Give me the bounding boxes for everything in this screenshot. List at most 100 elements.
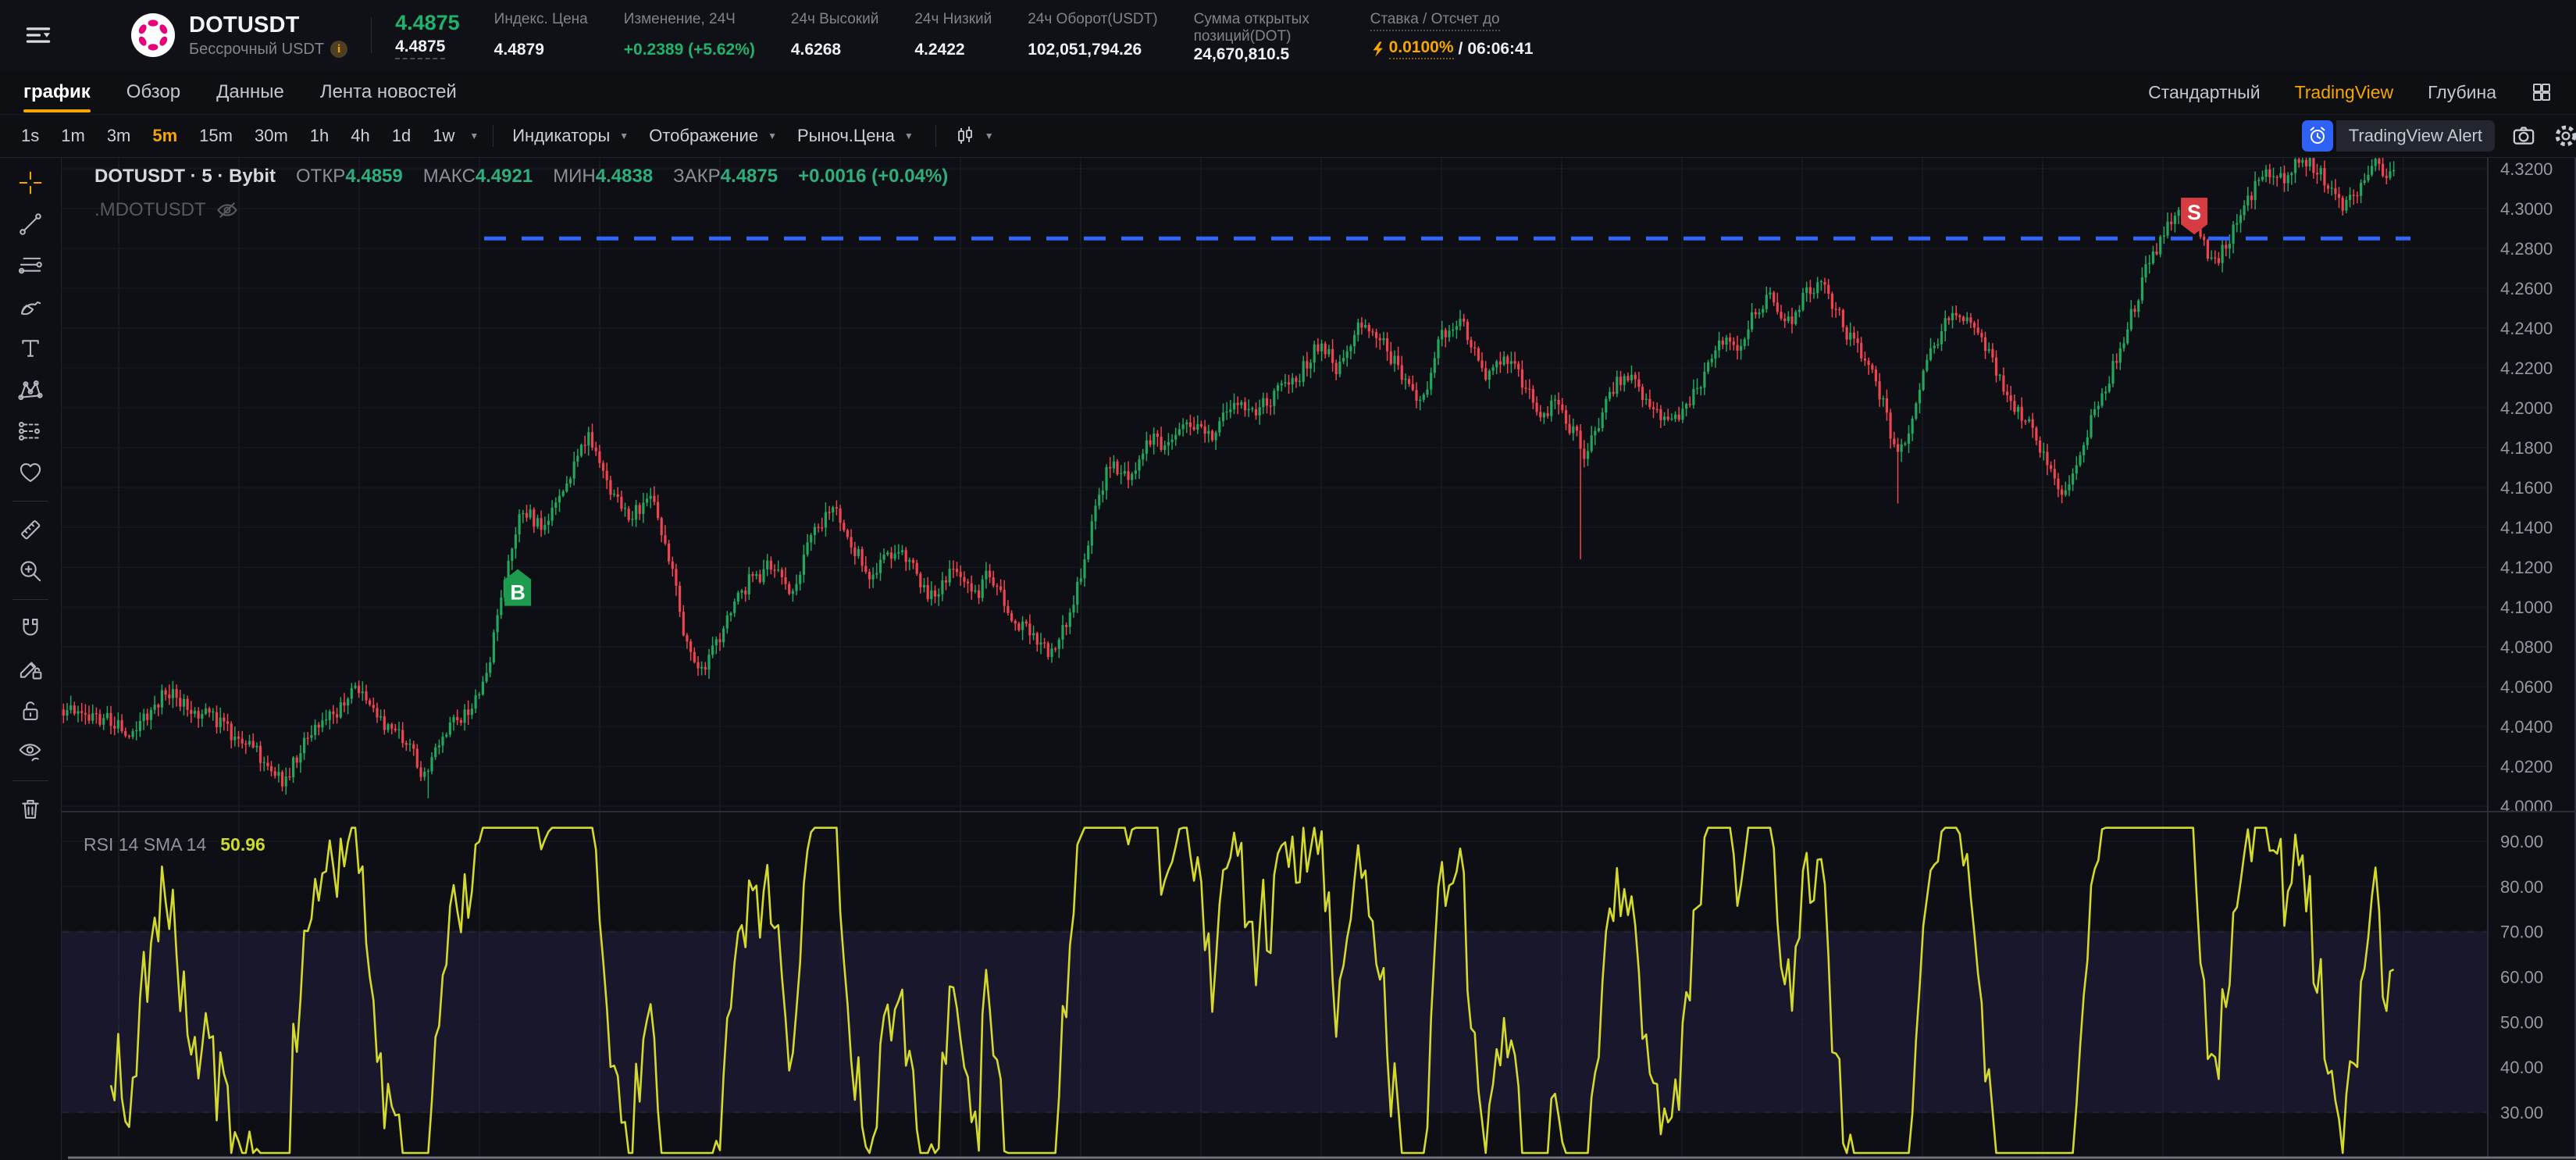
timeframe-30m[interactable]: 30m bbox=[244, 121, 298, 151]
svg-text:4.1600: 4.1600 bbox=[2500, 478, 2553, 498]
stat-open-interest: Сумма открытых позиций(DOT) 24,670,810.5 bbox=[1194, 11, 1334, 59]
chevron-down-icon: ▼ bbox=[985, 130, 994, 141]
info-icon[interactable]: i bbox=[330, 41, 347, 58]
timeframe-5m[interactable]: 5m bbox=[142, 121, 187, 151]
stat-high-24h: 24ч Высокий 4.6268 bbox=[791, 11, 878, 59]
svg-text:4.2200: 4.2200 bbox=[2500, 359, 2553, 378]
layout-grid-icon[interactable] bbox=[2531, 81, 2553, 103]
zoom-in-icon[interactable] bbox=[15, 555, 46, 587]
svg-text:4.0200: 4.0200 bbox=[2500, 757, 2553, 776]
svg-text:4.1400: 4.1400 bbox=[2500, 518, 2553, 537]
svg-text:4.3200: 4.3200 bbox=[2500, 159, 2553, 179]
crosshair-icon[interactable] bbox=[15, 167, 46, 198]
svg-text:4.0400: 4.0400 bbox=[2500, 717, 2553, 737]
hidden-series-name: .MDOTUSDT bbox=[94, 199, 206, 221]
timeframe-dropdown-caret[interactable]: ▼ bbox=[469, 130, 479, 141]
lightning-icon bbox=[1370, 41, 1384, 58]
hamburger-menu-icon[interactable] bbox=[20, 17, 56, 53]
fib-retracement-icon[interactable] bbox=[15, 250, 46, 281]
eye-off-icon[interactable] bbox=[216, 198, 239, 222]
hide-drawings-icon[interactable] bbox=[15, 737, 46, 768]
svg-text:S: S bbox=[2187, 201, 2201, 224]
price-block: 4.4875 4.4875 bbox=[395, 11, 460, 59]
svg-text:70.00: 70.00 bbox=[2500, 923, 2543, 942]
svg-text:4.0600: 4.0600 bbox=[2500, 677, 2553, 697]
timeframe-1h[interactable]: 1h bbox=[300, 121, 339, 151]
contract-type-label: Бессрочный USDT bbox=[189, 41, 324, 59]
tab-chart[interactable]: график bbox=[23, 73, 91, 111]
tradingview-alert-button[interactable]: TradingView Alert bbox=[2302, 120, 2495, 152]
tab-news-feed[interactable]: Лента новостей bbox=[320, 73, 457, 111]
magnet-icon[interactable] bbox=[15, 612, 46, 644]
alarm-clock-icon bbox=[2302, 120, 2333, 152]
toolbar-divider bbox=[12, 780, 48, 781]
svg-text:50.00: 50.00 bbox=[2500, 1012, 2543, 1032]
camera-snapshot-icon[interactable] bbox=[2510, 123, 2537, 149]
timeframe-4h[interactable]: 4h bbox=[340, 121, 379, 151]
settings-gear-icon[interactable] bbox=[2553, 123, 2576, 149]
svg-text:90.00: 90.00 bbox=[2500, 832, 2543, 851]
stat-low-24h: 24ч Низкий 4.2422 bbox=[914, 11, 992, 59]
chart-canvas[interactable]: 4.32004.30004.28004.26004.24004.22004.20… bbox=[62, 158, 2576, 1160]
svg-text:4.2400: 4.2400 bbox=[2500, 319, 2553, 338]
funding-label[interactable]: Ставка / Отсчет до bbox=[1370, 11, 1500, 31]
chevron-down-icon: ▼ bbox=[904, 130, 914, 141]
tab-data[interactable]: Данные bbox=[216, 73, 284, 111]
display-menu[interactable]: Отображение▼ bbox=[641, 121, 788, 151]
forecast-projection-icon[interactable] bbox=[15, 416, 46, 447]
svg-text:4.1800: 4.1800 bbox=[2500, 438, 2553, 458]
rsi-legend: RSI 14 SMA 14 50.96 bbox=[84, 834, 265, 855]
header-stats: Индекс. Цена 4.4879 Изменение, 24Ч +0.23… bbox=[494, 11, 1534, 59]
svg-text:30.00: 30.00 bbox=[2500, 1103, 2543, 1123]
toolbar-separator bbox=[935, 125, 936, 147]
timeframe-1s[interactable]: 1s bbox=[11, 121, 49, 151]
funding-countdown: 06:06:41 bbox=[1467, 40, 1533, 59]
chevron-down-icon: ▼ bbox=[619, 130, 629, 141]
timeframe-3m[interactable]: 3m bbox=[97, 121, 141, 151]
funding-rate[interactable]: 0.0100% bbox=[1389, 38, 1454, 59]
drawing-lock-icon[interactable] bbox=[15, 654, 46, 685]
timeframe-1m[interactable]: 1m bbox=[51, 121, 95, 151]
stat-index-price: Индекс. Цена 4.4879 bbox=[494, 11, 588, 59]
timeframe-15m[interactable]: 15m bbox=[189, 121, 243, 151]
polkadot-logo bbox=[131, 13, 175, 57]
chart-mode-tradingview[interactable]: TradingView bbox=[2295, 82, 2394, 103]
rsi-value: 50.96 bbox=[220, 834, 265, 855]
timeframe-1w[interactable]: 1w bbox=[422, 121, 465, 151]
sub-nav: график Обзор Данные Лента новостей Станд… bbox=[0, 70, 2576, 114]
svg-text:60.00: 60.00 bbox=[2500, 968, 2543, 987]
favorites-heart-icon[interactable] bbox=[15, 457, 46, 488]
drawing-toolbar bbox=[0, 158, 62, 1160]
symbol-name: DOTUSDT bbox=[189, 12, 347, 38]
svg-text:4.1000: 4.1000 bbox=[2500, 598, 2553, 617]
xabcd-pattern-icon[interactable] bbox=[15, 374, 46, 405]
tab-overview[interactable]: Обзор bbox=[126, 73, 180, 111]
svg-text:4.2000: 4.2000 bbox=[2500, 398, 2553, 418]
chart-mode-standard[interactable]: Стандартный bbox=[2148, 82, 2261, 103]
symbol-block: DOTUSDT Бессрочный USDT i bbox=[189, 12, 347, 59]
brush-icon[interactable] bbox=[15, 291, 46, 323]
trendline-icon[interactable] bbox=[15, 209, 46, 240]
lock-all-icon[interactable] bbox=[15, 695, 46, 726]
indicators-menu[interactable]: Индикаторы▼ bbox=[504, 121, 640, 151]
funding-countdown-sep: / bbox=[1459, 40, 1463, 59]
svg-text:4.2600: 4.2600 bbox=[2500, 279, 2553, 298]
rsi-label: RSI 14 SMA 14 bbox=[84, 834, 206, 855]
svg-text:4.3000: 4.3000 bbox=[2500, 199, 2553, 219]
stat-funding-rate: Ставка / Отсчет до 0.0100% / 06:06:41 bbox=[1370, 11, 1534, 59]
top-header: DOTUSDT Бессрочный USDT i 4.4875 4.4875 … bbox=[0, 0, 2576, 70]
text-icon[interactable] bbox=[15, 333, 46, 364]
svg-text:4.0000: 4.0000 bbox=[2500, 797, 2553, 816]
chart-mode-depth[interactable]: Глубина bbox=[2428, 82, 2496, 103]
market-price-menu[interactable]: Рыноч.Цена▼ bbox=[789, 121, 925, 151]
header-divider bbox=[371, 17, 372, 53]
toolbar-divider bbox=[12, 599, 48, 600]
mark-price[interactable]: 4.4875 bbox=[395, 37, 445, 59]
svg-text:4.1200: 4.1200 bbox=[2500, 558, 2553, 577]
chart-toolbar: 1s 1m 3m 5m 15m 30m 1h 4h 1d 1w ▼ Индика… bbox=[0, 114, 2576, 158]
remove-drawings-icon[interactable] bbox=[15, 794, 46, 825]
candlestick-icon bbox=[955, 126, 975, 146]
ruler-icon[interactable] bbox=[15, 514, 46, 545]
candle-style-menu[interactable]: ▼ bbox=[947, 121, 1005, 151]
timeframe-1d[interactable]: 1d bbox=[382, 121, 421, 151]
